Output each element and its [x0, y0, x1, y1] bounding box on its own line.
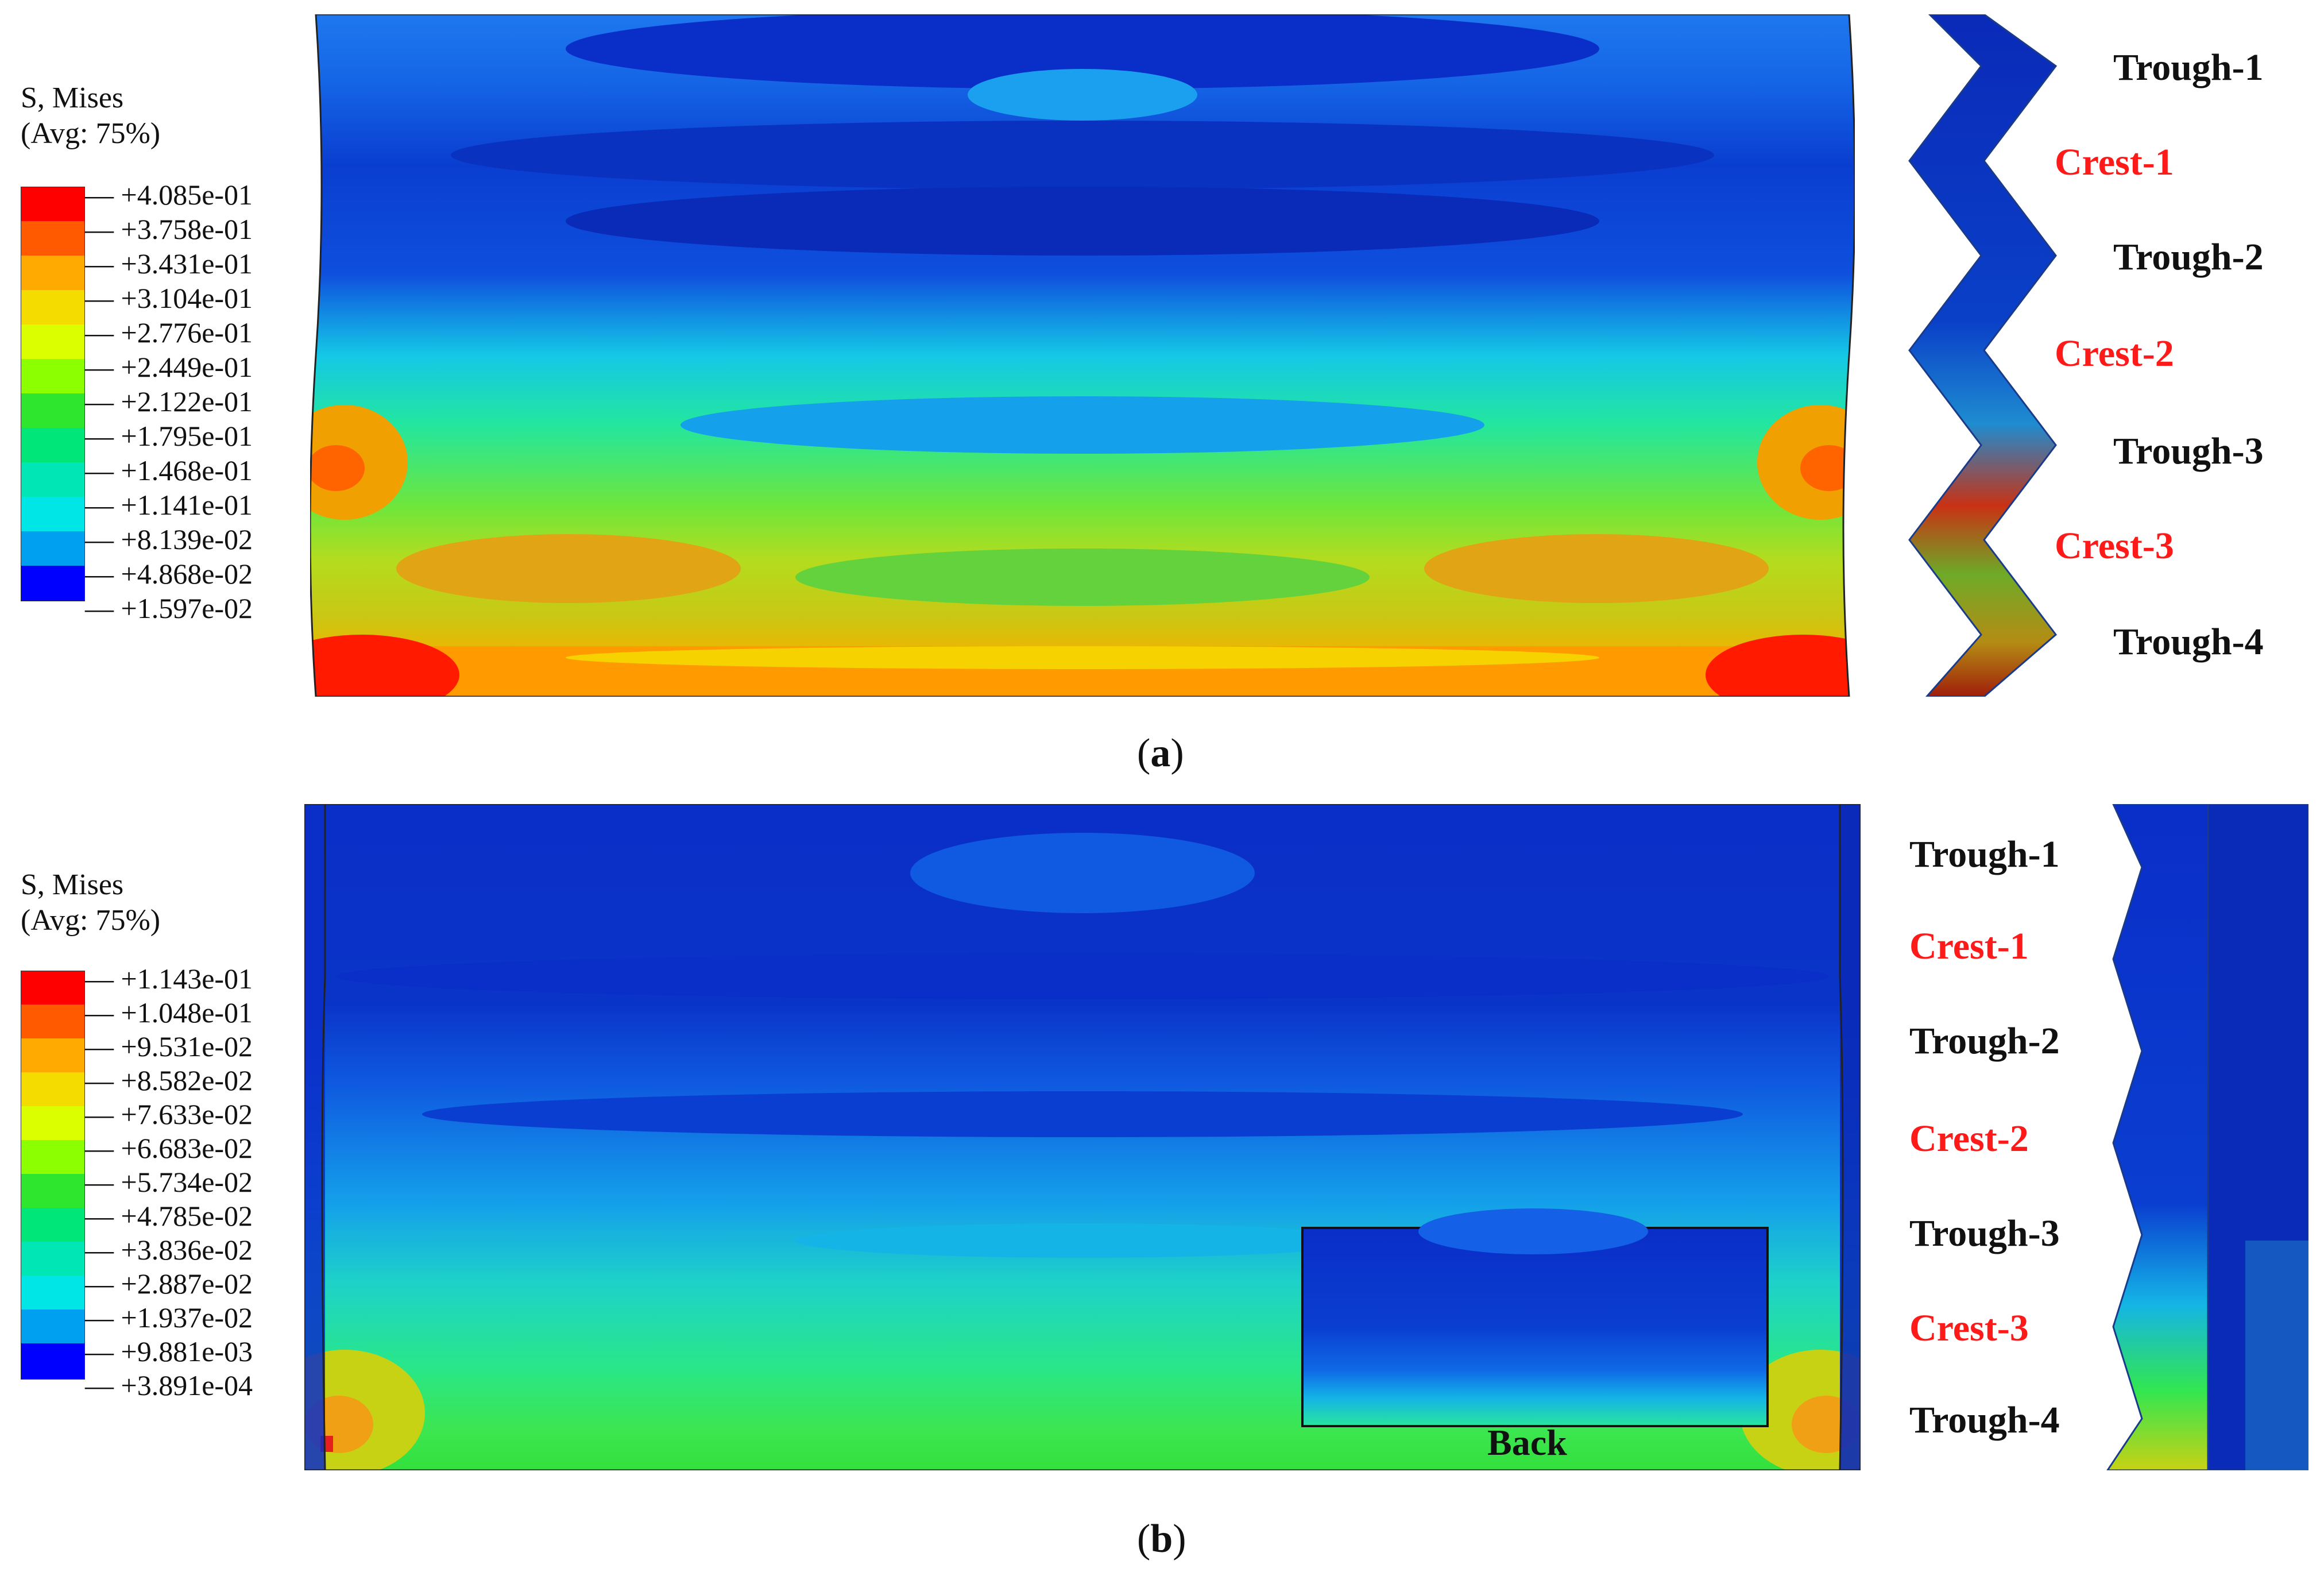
side-b-label-trough-4: Trough-4	[1909, 1399, 2060, 1441]
legend-a-colorbar	[21, 187, 85, 601]
legend-b-swatch-1	[21, 971, 85, 1005]
side-profile-b	[2090, 804, 2308, 1470]
legend-b-label-10: — +2.887e-02	[85, 1268, 253, 1300]
legend-a-swatch-8	[21, 428, 85, 462]
side-a-label-trough-3: Trough-3	[2113, 430, 2264, 472]
legend-b-title-line1: S, Mises	[21, 868, 124, 901]
legend-b-swatch-11	[21, 1309, 85, 1343]
legend-a-label-7: — +2.122e-01	[85, 385, 253, 418]
legend-a-title-line2: (Avg: 75%)	[21, 117, 161, 150]
legend-a-label-11: — +8.139e-02	[85, 523, 253, 555]
legend-a-swatch-2	[21, 221, 85, 256]
contour-plate-a	[310, 14, 1855, 697]
legend-a-swatch-5	[21, 325, 85, 359]
legend-b-ticks: — +1.143e-01 — +1.048e-01 — +9.531e-02 —…	[85, 962, 303, 1401]
legend-b-swatch-4	[21, 1072, 85, 1106]
legend-b-label-8: — +4.785e-02	[85, 1200, 253, 1232]
legend-a-label-8: — +1.795e-01	[85, 420, 253, 452]
side-a-label-crest-1: Crest-1	[2055, 141, 2174, 183]
legend-b-label-9: — +3.836e-02	[85, 1234, 253, 1266]
caption-a-letter: a	[1150, 731, 1171, 775]
legend-a-label-5: — +2.776e-01	[85, 316, 253, 349]
legend-b-swatch-5	[21, 1106, 85, 1140]
legend-b-label-2: — +1.048e-01	[85, 996, 253, 1029]
legend-a-swatch-10	[21, 497, 85, 531]
side-a-label-crest-2: Crest-2	[2055, 333, 2174, 374]
legend-b-swatch-3	[21, 1038, 85, 1072]
side-b-label-crest-3: Crest-3	[1909, 1307, 2029, 1349]
legend-b-label-13: — +3.891e-04	[85, 1369, 253, 1401]
legend-a-title: S, Mises (Avg: 75%)	[21, 80, 160, 152]
legend-b-swatch-10	[21, 1276, 85, 1309]
legend-a-swatch-6	[21, 359, 85, 393]
side-profile-b-svg	[2106, 804, 2308, 1470]
legend-b-label-1: — +1.143e-01	[85, 963, 253, 995]
side-b-label-trough-1: Trough-1	[1909, 833, 2060, 875]
side-a-label-trough-2: Trough-2	[2113, 236, 2264, 278]
side-b-label-trough-3: Trough-3	[1909, 1212, 2060, 1254]
contour-plate-b-svg	[304, 804, 1861, 1470]
legend-a-title-line1: S, Mises	[21, 82, 124, 114]
legend-b-label-12: — +9.881e-03	[85, 1335, 253, 1367]
legend-b-swatches	[21, 971, 85, 1380]
side-a-label-crest-3: Crest-3	[2055, 525, 2174, 567]
legend-b-label-3: — +9.531e-02	[85, 1030, 253, 1063]
contour-plate-a-svg	[310, 14, 1855, 697]
legend-a-label-10: — +1.141e-01	[85, 489, 253, 521]
legend-b-title-line2: (Avg: 75%)	[21, 904, 161, 937]
legend-b-swatch-12	[21, 1343, 85, 1380]
legend-a-swatch-1	[21, 187, 85, 221]
legend-b-colorbar	[21, 971, 85, 1380]
caption-b: (b)	[1137, 1517, 1186, 1561]
legend-b-title: S, Mises (Avg: 75%)	[21, 867, 160, 938]
legend-a-label-9: — +1.468e-01	[85, 454, 253, 486]
legend-b-swatch-7	[21, 1174, 85, 1208]
contour-plate-b	[304, 804, 1861, 1470]
legend-a-label-3: — +3.431e-01	[85, 248, 253, 280]
legend-b-swatch-2	[21, 1005, 85, 1038]
legend-a-swatches	[21, 187, 85, 601]
inset-back-view	[1301, 1208, 1769, 1427]
side-b-label-crest-1: Crest-1	[1909, 925, 2029, 967]
legend-a-swatch-3	[21, 256, 85, 290]
legend-a-label-2: — +3.758e-01	[85, 213, 253, 245]
inset-back-label: Back	[1487, 1422, 1567, 1463]
legend-a-swatch-12	[21, 566, 85, 601]
legend-a-label-4: — +3.104e-01	[85, 282, 253, 314]
caption-a: (a)	[1137, 731, 1184, 775]
legend-a-ticks: — +4.085e-01 — +3.758e-01 — +3.431e-01 —…	[85, 178, 303, 624]
legend-b-swatch-8	[21, 1208, 85, 1242]
side-b-label-trough-2: Trough-2	[1909, 1020, 2060, 1062]
legend-b-swatch-9	[21, 1242, 85, 1276]
legend-a-label-6: — +2.449e-01	[85, 351, 253, 383]
caption-b-letter: b	[1150, 1517, 1173, 1561]
legend-a-swatch-7	[21, 393, 85, 428]
legend-a-swatch-11	[21, 531, 85, 566]
legend-b-label-6: — +6.683e-02	[85, 1132, 253, 1164]
legend-b-label-4: — +8.582e-02	[85, 1064, 253, 1096]
panel-a: S, Mises (Avg: 75%) — +4.085e-01 — +3.75…	[0, 0, 2324, 787]
legend-b-swatch-6	[21, 1140, 85, 1174]
legend-b-label-7: — +5.734e-02	[85, 1166, 253, 1198]
legend-a-label-12: — +4.868e-02	[85, 558, 253, 590]
legend-b-label-5: — +7.633e-02	[85, 1098, 253, 1130]
legend-a-swatch-9	[21, 462, 85, 497]
side-a-label-trough-4: Trough-4	[2113, 621, 2264, 663]
side-b-label-crest-2: Crest-2	[1909, 1118, 2029, 1160]
side-profile-a-svg	[1908, 14, 2058, 697]
side-a-label-trough-1: Trough-1	[2113, 47, 2264, 88]
legend-a-swatch-4	[21, 290, 85, 325]
panel-b: S, Mises (Avg: 75%) — +1.143e-01 — +1.04…	[0, 787, 2324, 1580]
side-profile-a	[1895, 14, 2062, 697]
legend-a-label-13: — +1.597e-02	[85, 592, 253, 624]
legend-b-label-11: — +1.937e-02	[85, 1301, 253, 1334]
legend-a-label-1: — +4.085e-01	[85, 179, 253, 211]
